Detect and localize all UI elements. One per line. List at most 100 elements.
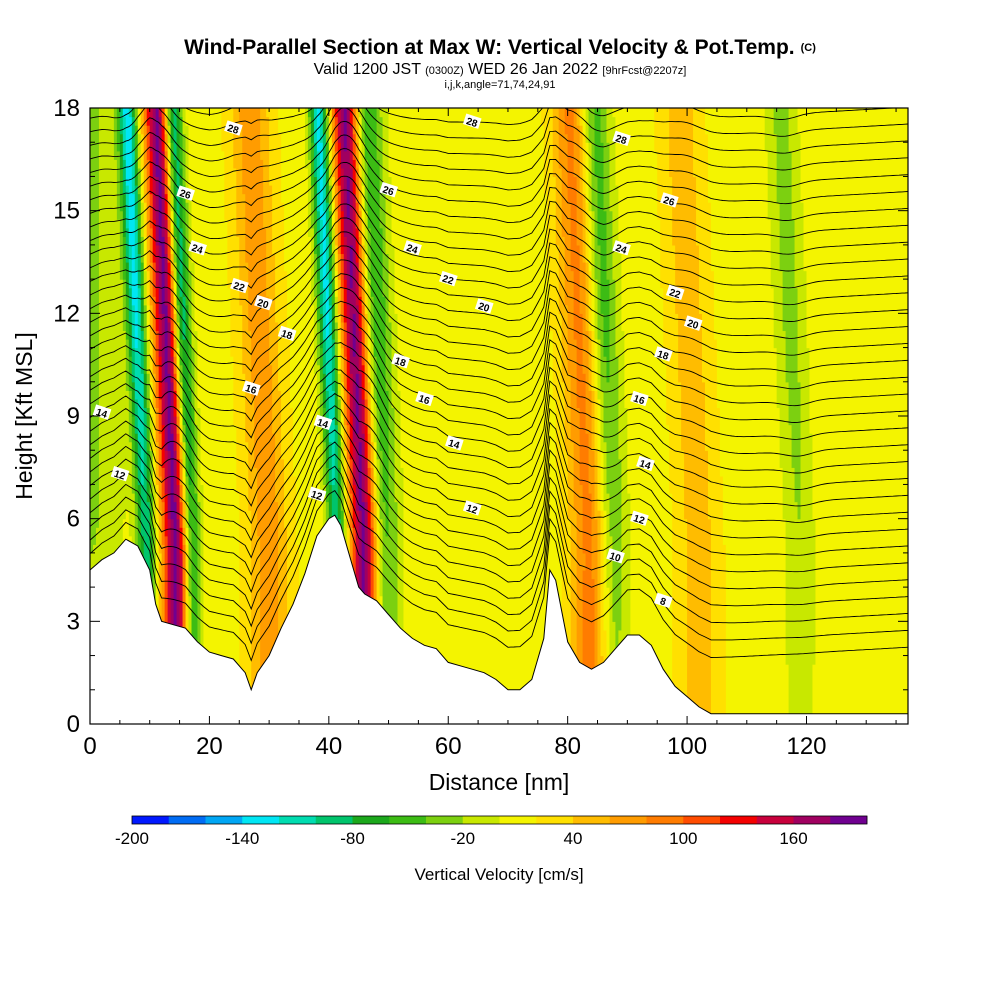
y-tick-label: 15 — [53, 198, 80, 225]
field-cell — [122, 193, 127, 237]
field-cell — [337, 108, 342, 143]
field-cell — [346, 304, 351, 349]
field-cell — [719, 108, 724, 477]
field-cell — [161, 125, 166, 152]
field-cell — [113, 159, 118, 597]
field-cell — [287, 339, 291, 724]
field-cell — [182, 108, 187, 135]
field-cell — [355, 202, 360, 229]
field-cell — [863, 108, 867, 724]
field-cell — [307, 108, 312, 118]
field-cell — [442, 108, 446, 724]
contour-label-bg — [630, 390, 649, 407]
field-cell — [797, 381, 802, 520]
field-cell — [842, 108, 846, 724]
field-cell — [164, 133, 169, 152]
field-cell — [319, 219, 324, 280]
field-cell — [152, 330, 157, 374]
field-cell — [722, 544, 727, 724]
field-cell — [113, 108, 118, 160]
field-cell — [373, 108, 378, 357]
field-cell — [496, 108, 500, 724]
field-cell — [140, 108, 145, 135]
field-cell — [669, 493, 673, 724]
contour-label: 26 — [176, 185, 195, 202]
field-cell — [606, 587, 611, 724]
field-cell — [797, 133, 802, 383]
field-cell — [322, 108, 327, 135]
field-cell — [167, 287, 172, 323]
field-cell — [251, 398, 255, 724]
field-cell — [687, 108, 691, 724]
field-cell — [194, 330, 199, 426]
field-cell — [716, 407, 721, 724]
field-cell — [576, 407, 581, 724]
theta-contour — [90, 108, 908, 146]
field-cell — [337, 433, 342, 468]
field-cell — [678, 381, 682, 724]
field-cell — [170, 142, 175, 169]
contour-label-bg — [403, 240, 422, 256]
field-cell — [149, 381, 154, 417]
field-cell — [131, 347, 136, 383]
axes: 0 20 40 60 80 100 120 0 3 6 9 12 15 18 — [53, 95, 908, 760]
field-cell — [358, 236, 363, 272]
theta-contour — [184, 108, 518, 115]
field-cell — [227, 287, 231, 724]
field-cell — [158, 475, 163, 511]
field-cell — [567, 202, 572, 374]
contour-label-bg — [439, 270, 458, 287]
field-cell — [325, 167, 330, 203]
field-cell — [340, 253, 345, 289]
field-cell — [173, 313, 178, 340]
field-cell — [284, 108, 288, 272]
field-cell — [349, 244, 354, 289]
field-cell — [337, 219, 342, 255]
field-cell — [331, 339, 336, 391]
field-cell — [803, 108, 808, 272]
field-cell — [158, 398, 163, 434]
field-cell — [373, 501, 378, 537]
chart-title: Wind-Parallel Section at Max W: Vertical… — [184, 36, 816, 59]
field-cell — [618, 108, 623, 255]
field-cell — [373, 475, 378, 503]
field-cell — [636, 108, 640, 724]
field-cell — [490, 108, 494, 724]
field-cell — [269, 185, 273, 366]
field-cell — [325, 236, 330, 280]
field-cell — [681, 450, 685, 724]
field-cell — [185, 527, 190, 545]
field-cell — [696, 108, 700, 246]
field-cell — [860, 108, 864, 724]
field-cell — [182, 390, 187, 426]
field-cell — [337, 279, 342, 314]
field-cell — [725, 108, 730, 724]
field-cell — [170, 210, 175, 229]
field-cell — [872, 108, 876, 724]
field-cell — [555, 108, 560, 246]
contour-label-bg — [313, 414, 333, 431]
field-cell — [600, 142, 605, 314]
field-cell — [340, 441, 345, 477]
field-cell — [346, 424, 351, 460]
field-cell — [657, 108, 661, 220]
field-cell — [134, 347, 139, 400]
contour-label-text: 10 — [608, 551, 622, 565]
x-tick-label: 40 — [315, 733, 342, 760]
colorbar-swatch — [830, 816, 868, 824]
field-cell — [161, 313, 166, 383]
field-cell — [773, 108, 778, 135]
colorbar-swatch — [683, 816, 721, 824]
field-cell — [170, 330, 175, 357]
contour-label: 12 — [462, 500, 482, 517]
y-tick-label: 12 — [53, 300, 80, 327]
field-cell — [230, 356, 234, 724]
field-cell — [603, 210, 608, 357]
field-cell — [176, 364, 181, 383]
field-cell — [719, 475, 724, 724]
contour-label-text: 20 — [256, 298, 270, 312]
field-cell — [185, 202, 190, 255]
field-cell — [516, 108, 521, 724]
contour-label-bg — [224, 120, 243, 136]
